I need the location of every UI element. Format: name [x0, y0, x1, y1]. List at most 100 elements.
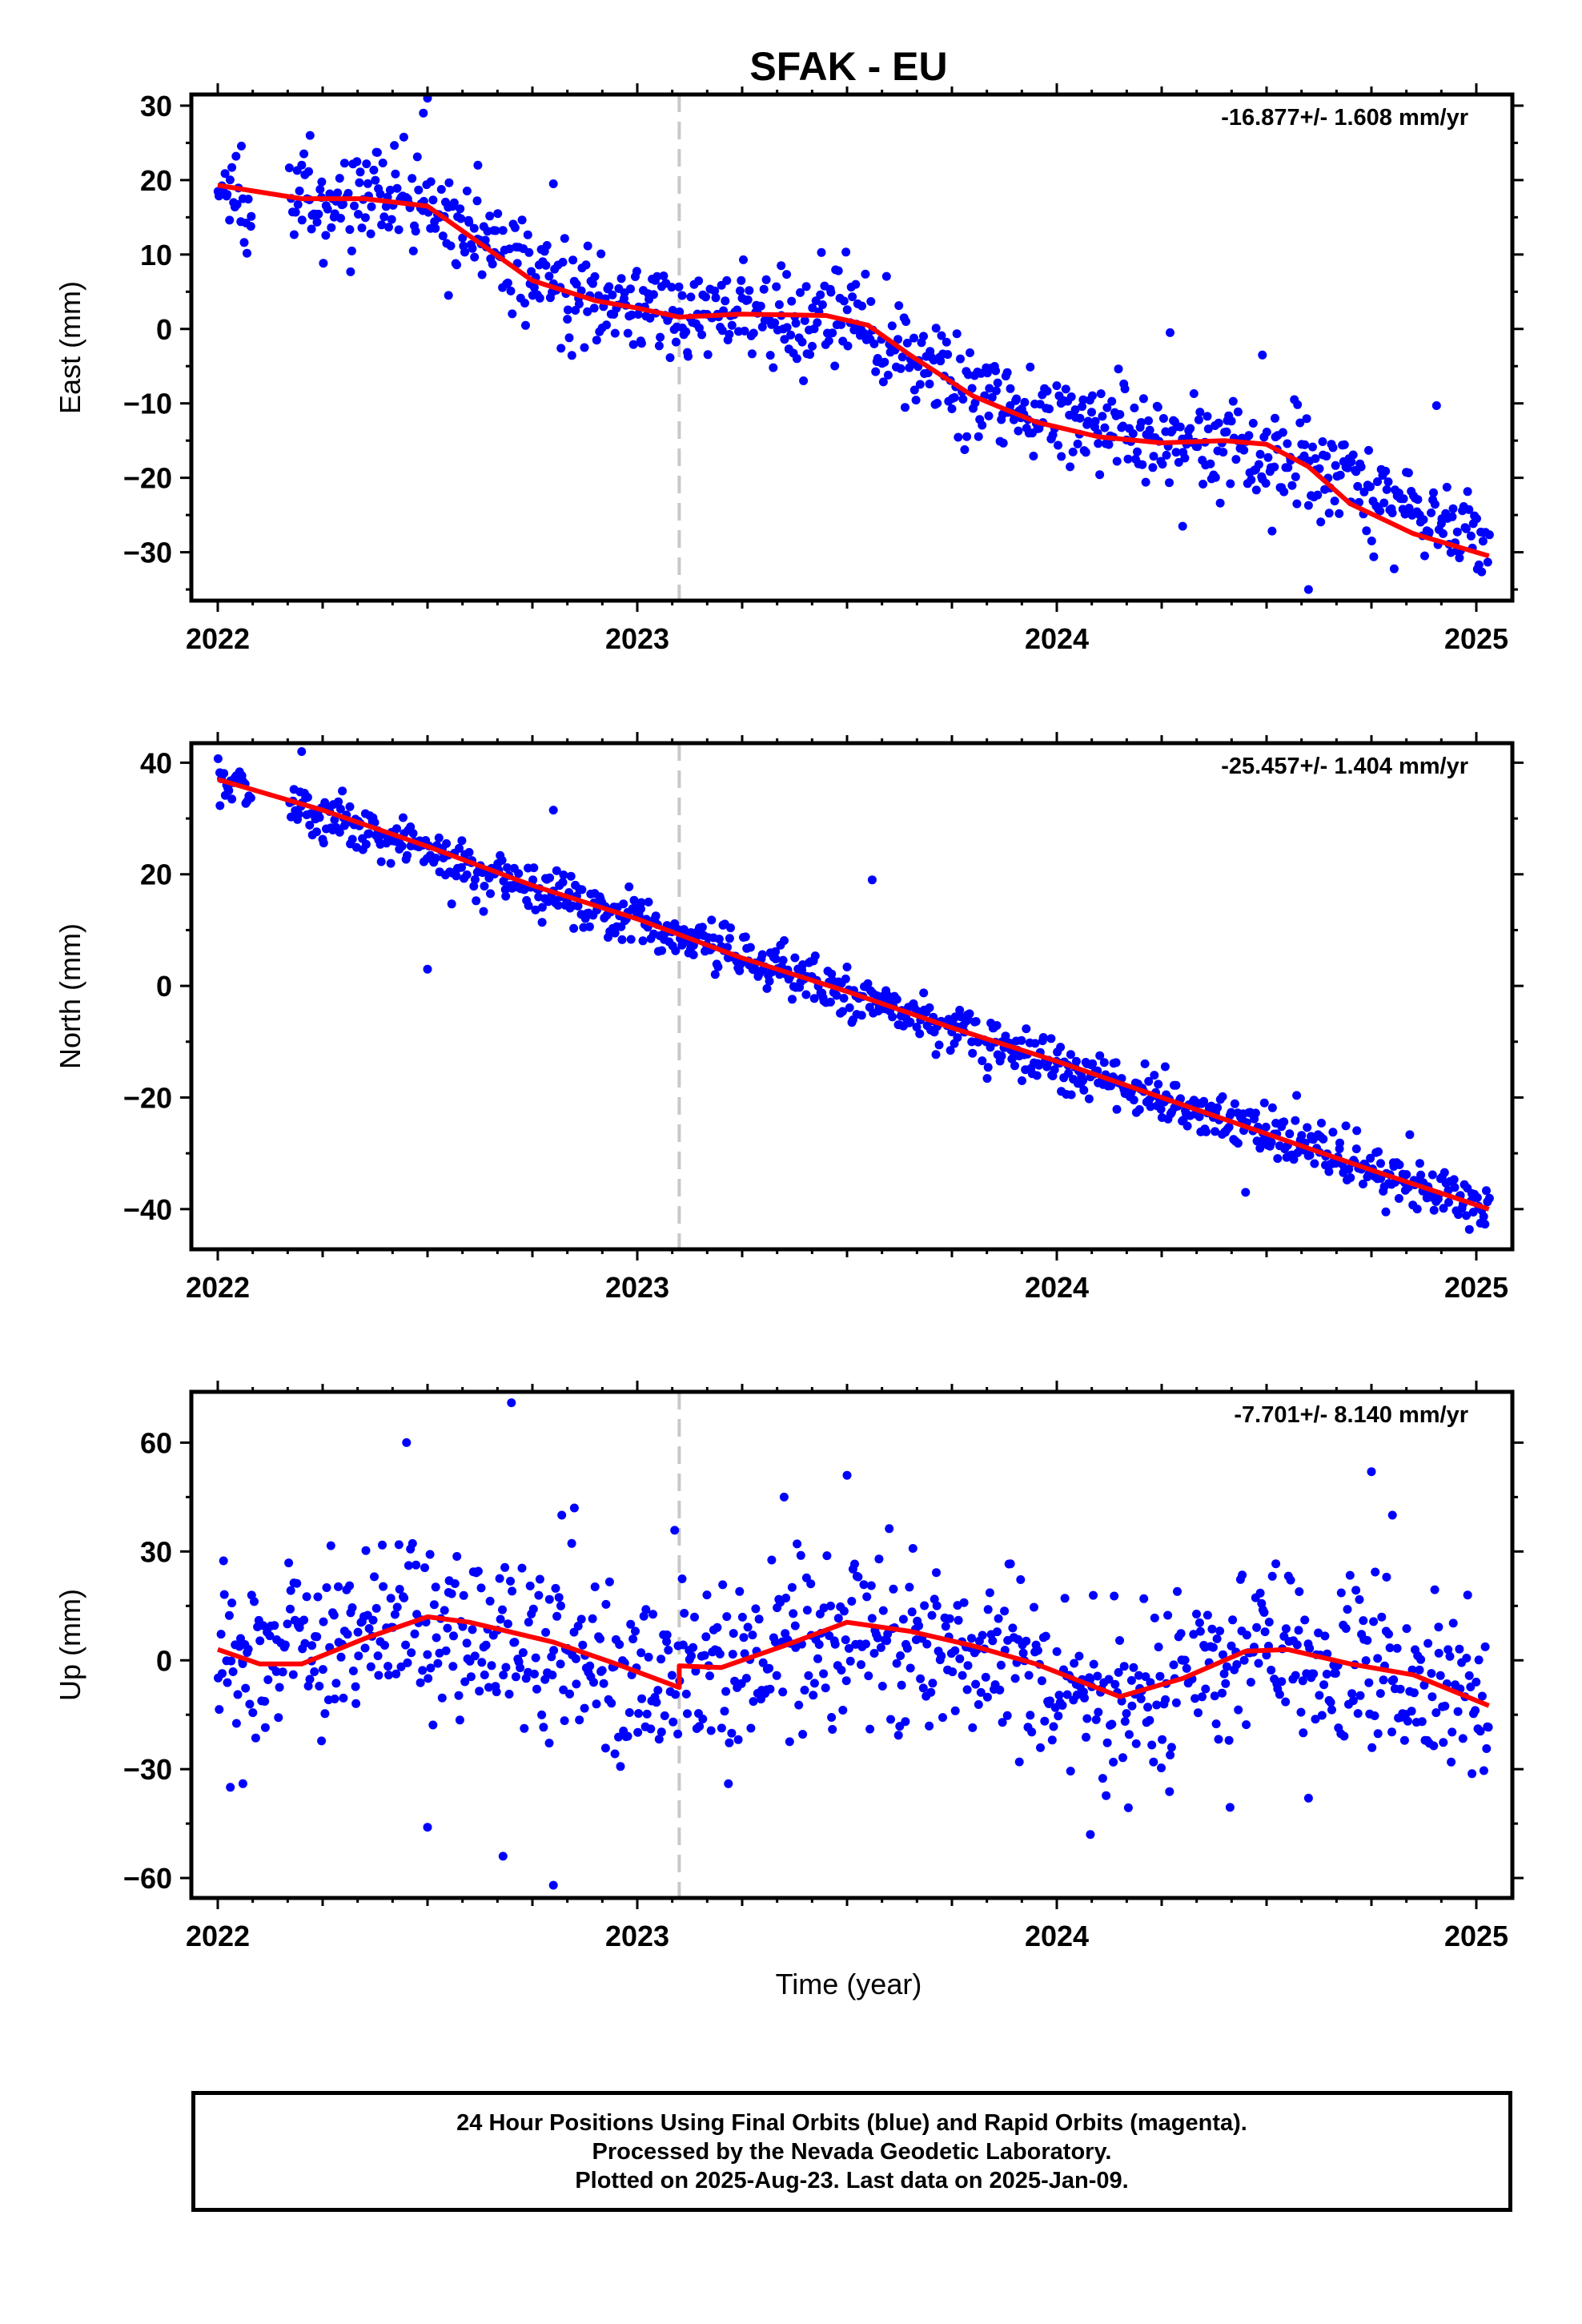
data-point	[822, 1551, 832, 1561]
data-point	[481, 1640, 491, 1650]
data-point	[1158, 1735, 1167, 1744]
data-point	[857, 1011, 866, 1020]
data-point	[780, 335, 789, 344]
data-point	[530, 1669, 539, 1679]
data-point	[560, 1716, 569, 1726]
data-point	[1389, 1675, 1399, 1684]
data-point	[1173, 1586, 1182, 1596]
data-point	[1382, 485, 1391, 494]
data-point	[354, 1651, 363, 1661]
data-point	[459, 1590, 468, 1600]
data-point	[1227, 1108, 1236, 1117]
data-point	[905, 1582, 914, 1592]
data-point	[759, 284, 769, 294]
data-point	[1318, 437, 1327, 446]
data-point	[894, 301, 904, 311]
x-tick-label: 2024	[1025, 1271, 1089, 1304]
data-point	[786, 330, 796, 340]
data-point	[1222, 427, 1231, 436]
data-point	[645, 313, 655, 323]
data-point	[1041, 1631, 1050, 1641]
data-point	[479, 907, 488, 916]
data-point	[424, 1674, 433, 1683]
data-point	[1210, 1691, 1219, 1701]
data-point	[950, 1646, 960, 1655]
data-point	[1149, 452, 1158, 461]
data-point	[839, 994, 849, 1003]
data-point	[1124, 1730, 1134, 1739]
data-point	[1416, 1655, 1426, 1664]
data-point	[1234, 1705, 1243, 1715]
data-point	[1040, 1716, 1050, 1726]
data-point	[1273, 1154, 1283, 1164]
data-point	[1347, 457, 1356, 467]
data-point	[556, 1601, 565, 1610]
data-point	[318, 1665, 327, 1675]
data-point	[765, 1663, 774, 1673]
data-point	[347, 834, 357, 844]
data-point	[1218, 1688, 1227, 1698]
data-point	[558, 878, 568, 887]
data-point	[1195, 1626, 1205, 1636]
data-point	[1180, 453, 1190, 463]
data-point	[681, 1689, 691, 1699]
data-point	[1213, 1103, 1223, 1112]
data-point	[896, 364, 905, 373]
data-point	[983, 1605, 993, 1614]
data-point	[1462, 1211, 1471, 1220]
data-point	[313, 1592, 323, 1602]
data-point	[1095, 1051, 1105, 1060]
data-point	[626, 935, 636, 944]
data-point	[1194, 1708, 1203, 1718]
data-point	[407, 1648, 416, 1658]
data-point	[351, 1682, 360, 1691]
data-point	[1291, 1671, 1300, 1680]
data-point	[320, 1709, 330, 1719]
data-point	[1198, 1692, 1207, 1702]
data-point	[796, 1550, 805, 1560]
data-point	[1176, 1629, 1186, 1638]
data-point	[1140, 1059, 1150, 1068]
data-point	[1298, 1676, 1307, 1686]
data-point	[850, 1559, 859, 1569]
data-point	[569, 923, 579, 933]
figure-title: SFAK - EU	[749, 44, 947, 89]
data-point	[1330, 497, 1339, 506]
data-point	[1246, 1678, 1255, 1687]
data-point	[302, 1592, 311, 1602]
data-point	[794, 1700, 804, 1710]
data-point	[863, 979, 873, 988]
data-point	[1182, 1121, 1192, 1131]
data-point	[1320, 1631, 1330, 1641]
data-point	[410, 1629, 420, 1638]
data-point	[683, 1709, 692, 1719]
y-axis-label: Up (mm)	[54, 1589, 86, 1701]
data-point	[864, 1671, 873, 1681]
data-point	[958, 1671, 967, 1680]
data-point	[1107, 1719, 1117, 1729]
data-point	[651, 911, 661, 921]
data-point	[638, 936, 648, 946]
data-point	[1102, 1791, 1111, 1800]
data-point	[386, 858, 396, 868]
data-point	[1399, 494, 1408, 504]
data-point	[563, 315, 572, 324]
data-point	[1303, 585, 1313, 594]
data-point	[616, 274, 626, 283]
data-point	[967, 384, 977, 393]
data-point	[993, 378, 1002, 388]
data-point	[1285, 1129, 1295, 1139]
data-point	[740, 326, 749, 336]
data-point	[1450, 1183, 1460, 1192]
data-point	[394, 225, 404, 235]
data-point	[589, 1678, 598, 1687]
data-point	[532, 1684, 541, 1694]
data-point	[920, 1601, 930, 1610]
data-point	[610, 328, 620, 338]
data-point	[428, 195, 438, 205]
data-point	[456, 214, 466, 223]
data-point	[1086, 1675, 1095, 1684]
data-point	[1407, 1707, 1416, 1716]
data-point	[1339, 440, 1349, 449]
data-point	[1271, 413, 1279, 423]
